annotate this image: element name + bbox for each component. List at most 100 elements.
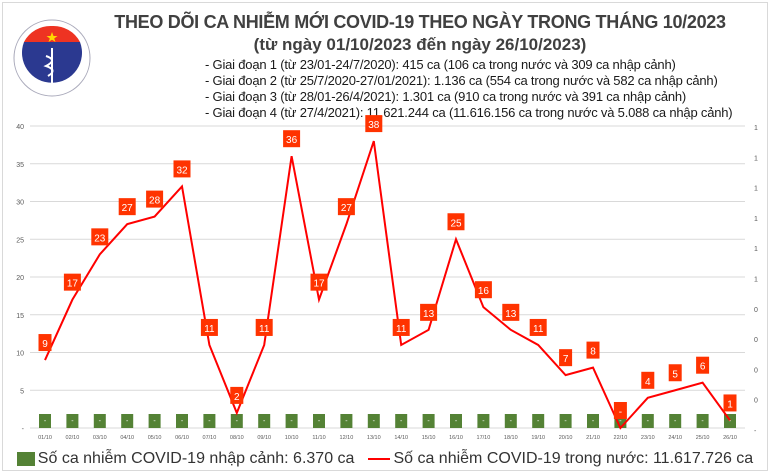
line-data-label-box [38, 334, 52, 352]
line-data-label: 5 [672, 369, 678, 380]
line-data-label-box [613, 402, 627, 419]
line-data-label-box [91, 228, 109, 246]
bar-data-label: - [99, 418, 102, 425]
bar-imported [66, 414, 79, 428]
x-tick-label: 05/10 [148, 435, 162, 441]
line-data-label: 11 [533, 324, 544, 335]
chart-subtitle: (từ ngày 01/10/2023 đến ngày 26/10/2023) [253, 35, 587, 54]
line-data-label: 1 [727, 399, 733, 410]
bar-imported [313, 414, 325, 428]
line-data-label: - [619, 407, 622, 418]
line-data-label: 11 [396, 324, 407, 335]
line-data-label-box [586, 341, 600, 359]
bar-imported [230, 414, 243, 428]
right-axis-tick-label: 1 [754, 216, 758, 223]
line-data-label-box [173, 160, 191, 178]
line-data-label-box [420, 303, 438, 321]
right-axis-tick-label: 1 [754, 125, 758, 132]
x-tick-label: 18/10 [504, 435, 518, 441]
line-data-label: 36 [286, 135, 298, 146]
line-data-label-box [310, 273, 328, 291]
line-data-label-box [337, 198, 355, 216]
line-data-label: 9 [42, 339, 48, 350]
x-tick-label: 26/10 [723, 435, 737, 441]
ministry-logo [13, 19, 91, 97]
bar-imported [504, 414, 517, 428]
line-data-label: 32 [176, 165, 188, 176]
line-data-label-box [641, 371, 655, 389]
bar-imported [395, 414, 408, 428]
line-data-label: 23 [94, 233, 106, 244]
left-axis-tick-label: 25 [16, 237, 24, 244]
x-tick-label: 24/10 [668, 435, 682, 441]
bar-imported [148, 414, 161, 428]
line-data-label: 25 [450, 218, 462, 229]
bar-data-label: - [400, 418, 403, 425]
bar-data-label: - [236, 418, 239, 425]
x-tick-label: 22/10 [614, 435, 628, 441]
x-tick-label: 17/10 [477, 435, 491, 441]
chart-title: THEO DÕI CA NHIỄM MỚI COVID-19 THEO NGÀY… [114, 12, 726, 32]
line-data-label-box [447, 213, 465, 231]
right-axis-tick-label: 0 [754, 367, 758, 374]
legend-item-imported: Số ca nhiễm COVID-19 nhập cảnh: 6.370 ca [16, 450, 354, 468]
line-data-label: 16 [478, 286, 490, 297]
bar-imported [587, 414, 599, 428]
right-axis-tick-label: 0 [754, 307, 758, 314]
bar-imported [532, 414, 545, 428]
x-tick-label: 20/10 [559, 435, 573, 441]
x-tick-label: 14/10 [394, 435, 408, 441]
line-data-label-box [230, 386, 244, 404]
bar-data-label: - [373, 418, 376, 425]
line-data-label-box [696, 356, 710, 374]
line-data-label-box [200, 318, 218, 336]
x-tick-label: 09/10 [257, 435, 271, 441]
x-tick-label: 11/10 [312, 435, 325, 441]
line-data-label: 11 [259, 324, 270, 335]
bar-data-label: - [619, 418, 622, 425]
left-axis-tick-label: 20 [16, 275, 24, 282]
legend-item-domestic: Số ca nhiễm COVID-19 trong nước: 11.617.… [368, 450, 753, 468]
right-axis-tick-label: - [754, 428, 757, 435]
right-axis-tick-label: 0 [754, 398, 758, 405]
line-data-label: 28 [149, 196, 161, 207]
x-tick-label: 23/10 [641, 435, 655, 441]
line-data-label-box [559, 349, 573, 367]
left-axis-tick-label: 5 [20, 388, 24, 395]
right-axis-tick-label: 0 [754, 337, 758, 344]
line-data-label: 17 [313, 279, 325, 290]
note-phase-2: - Giai đoạn 2 (từ 25/7/2020-27/01/2021):… [205, 73, 718, 88]
line-data-label: 11 [204, 324, 215, 335]
line-data-label: 2 [234, 392, 240, 403]
right-axis-tick-label: 1 [754, 186, 758, 193]
bar-data-label: - [71, 418, 74, 425]
x-tick-label: 01/10 [38, 435, 52, 441]
line-data-label-box [392, 318, 410, 336]
line-data-label: 8 [590, 347, 596, 358]
bar-data-label: - [44, 418, 47, 425]
bar-data-label: - [208, 418, 211, 425]
x-tick-label: 25/10 [696, 435, 710, 441]
bar-data-label: - [701, 418, 704, 425]
bar-data-label: - [318, 418, 321, 425]
line-data-label-box [529, 318, 547, 336]
bar-imported [641, 414, 654, 428]
bar-imported [203, 414, 216, 428]
line-data-label-box [283, 130, 301, 148]
bar-imported [285, 414, 298, 428]
x-tick-label: 21/10 [586, 435, 600, 441]
bar-imported [477, 414, 490, 428]
bar-data-label: - [290, 418, 293, 425]
line-data-label-box [723, 394, 737, 412]
bar-data-label: - [153, 418, 156, 425]
line-domestic [44, 140, 731, 430]
x-tick-label: 16/10 [449, 435, 463, 441]
bar-imported [669, 414, 682, 428]
line-data-label: 13 [423, 309, 435, 320]
left-axis-tick-label: 10 [16, 351, 24, 358]
x-tick-label: 08/10 [230, 435, 244, 441]
left-axis-tick-label: 35 [16, 162, 24, 169]
note-phase-3: - Giai đoạn 3 (từ 28/01-26/4/2021): 1.30… [205, 89, 687, 104]
line-data-label: 27 [122, 203, 134, 214]
